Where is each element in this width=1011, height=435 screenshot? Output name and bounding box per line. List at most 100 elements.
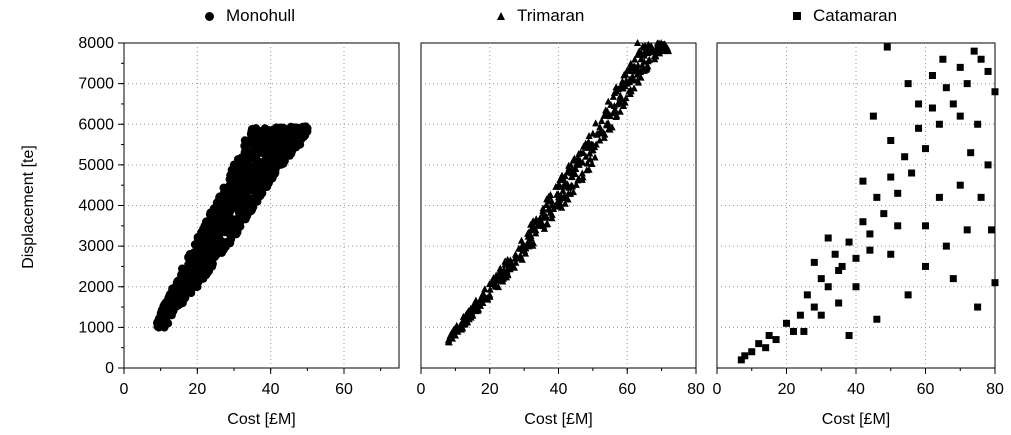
x-tick-label: 80 [986,381,1004,398]
data-point-triangle [598,128,606,136]
data-point-circle [303,124,312,133]
y-tick-label: 1000 [78,319,114,336]
x-tick-label: 40 [262,381,280,398]
data-point-triangle [486,290,494,298]
data-point-triangle [520,242,528,250]
data-point-circle [262,127,271,136]
data-point-triangle [633,76,642,84]
data-point-triangle [575,160,583,168]
data-point-triangle [603,120,611,128]
data-point-square [908,169,916,177]
data-point-circle [270,144,279,153]
data-point-circle [229,160,239,170]
data-point-square [988,226,996,234]
data-point-triangle [525,241,533,249]
data-point-triangle [479,299,487,306]
data-point-circle [226,175,235,184]
data-point-circle [222,237,231,247]
data-point-square [748,348,756,356]
data-point-triangle [627,59,635,67]
data-point-triangle [472,300,481,308]
data-point-triangle [626,63,634,71]
data-point-circle [216,202,225,212]
data-point-square [796,311,804,319]
data-point-triangle [502,260,510,268]
data-point-triangle [630,84,638,92]
data-point-triangle [545,205,553,213]
data-point-triangle [452,325,460,333]
data-point-square [765,332,773,339]
data-point-triangle [648,46,656,54]
data-point-circle [182,282,191,291]
data-point-triangle [610,101,618,109]
data-point-triangle [481,285,489,293]
data-point-triangle [616,107,624,115]
data-point-square [991,88,999,96]
data-point-circle [193,266,202,275]
x-axis-title: Cost [£M] [524,411,592,428]
data-point-triangle [513,254,521,262]
data-point-circle [245,207,255,216]
data-point-triangle [575,149,583,157]
data-point-triangle [539,204,547,212]
data-point-square [991,279,999,287]
data-point-circle [164,301,173,311]
data-point-circle [240,136,250,145]
data-point-square [922,145,929,153]
data-point-square [873,315,881,323]
x-tick-label: 60 [335,381,353,398]
data-point-circle [254,138,263,148]
data-point-triangle [527,234,535,241]
data-point-circle [240,185,250,194]
data-point-triangle [644,43,652,51]
data-point-triangle [555,180,563,188]
data-point-square [956,63,964,71]
data-point-triangle [503,266,511,274]
data-point-triangle [585,131,593,139]
data-point-triangle [598,117,606,125]
data-point-square [887,173,895,181]
data-point-triangle [567,181,575,189]
data-point-square [977,55,985,63]
data-point-circle [171,302,180,312]
y-tick-label: 7000 [78,76,114,93]
data-point-triangle [629,73,637,81]
x-tick-label: 20 [188,381,206,398]
catamaran-panel: 0 20 40 60 80 Cost [£M] [713,42,1004,428]
data-point-triangle [467,307,475,315]
data-point-triangle [653,44,661,52]
data-point-square [967,149,975,157]
data-point-square [915,100,923,108]
data-point-triangle [574,154,582,162]
data-point-triangle [542,200,550,208]
data-point-circle [196,258,206,267]
data-point-triangle [592,119,600,127]
data-point-circle [163,319,173,328]
data-point-square [956,181,964,189]
data-point-triangle [499,274,508,282]
data-point-triangle [515,244,523,252]
data-point-square [949,275,957,283]
data-point-triangle [586,155,594,163]
data-point-circle [237,209,246,218]
data-point-triangle [493,282,501,290]
data-point-square [852,254,860,262]
data-point-triangle [532,229,540,237]
data-point-square [901,153,909,161]
data-point-triangle [578,175,586,183]
data-point-circle [295,140,305,149]
data-point-circle [237,170,246,180]
data-point-square [817,311,825,319]
data-point-triangle [496,266,504,274]
data-point-triangle [458,323,466,331]
data-point-square [887,250,895,258]
data-point-triangle [554,193,563,201]
data-point-triangle [517,236,526,244]
data-point-circle [178,298,187,308]
x-tick-label: 0 [417,381,426,398]
data-point-square [810,303,818,311]
y-tick-label: 6000 [78,116,114,133]
data-point-square [883,43,891,51]
data-point-square [755,340,763,348]
